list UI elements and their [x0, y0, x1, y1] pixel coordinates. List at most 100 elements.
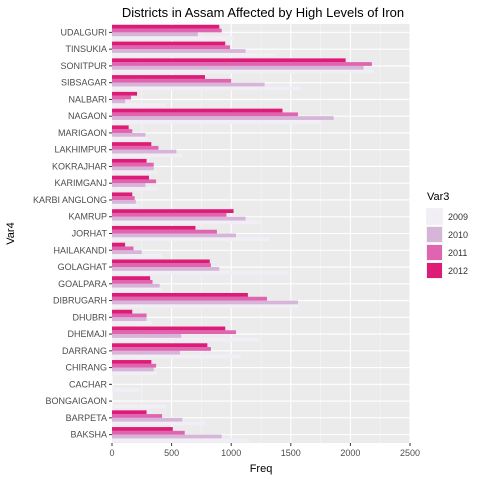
bar-udalguri-2010[interactable]: UDALGURI 2010: 720	[112, 32, 198, 37]
bar-chirang-2010[interactable]: CHIRANG 2010: 350	[112, 367, 154, 372]
bar-jorhat-2010[interactable]: JORHAT 2010: 1040	[112, 233, 236, 238]
bar-hailakandi-2011[interactable]: HAILAKANDI 2011: 180	[112, 246, 134, 251]
bar-dhubri-2010[interactable]: DHUBRI 2010: 290	[112, 317, 147, 322]
bar-karbi-anglong-2010[interactable]: KARBI ANGLONG 2010: 200	[112, 199, 136, 204]
bar-marigaon-2009[interactable]: MARIGAON 2009: 300	[112, 136, 148, 141]
bar-nagaon-2012[interactable]: NAGAON 2012: 1430	[112, 108, 283, 113]
bar-barpeta-2009[interactable]: BARPETA 2009: 780	[112, 421, 205, 426]
bar-golaghat-2010[interactable]: GOLAGHAT 2010: 900	[112, 267, 220, 271]
bar-nagaon-2010[interactable]: NAGAON 2010: 1860	[112, 116, 334, 120]
bar-darrang-2009[interactable]: DARRANG 2009: 1080	[112, 354, 241, 359]
legend-key-2010[interactable]	[427, 227, 442, 242]
bar-dhubri-2012[interactable]: DHUBRI 2012: 170	[112, 309, 133, 314]
bar-baksha-2011[interactable]: BAKSHA 2011: 610	[112, 430, 185, 435]
bar-nalbari-2012[interactable]: NALBARI 2012: 210	[112, 91, 138, 96]
bar-kamrup-2011[interactable]: KAMRUP 2011: 960	[112, 212, 227, 217]
bar-dhemaji-2010[interactable]: DHEMAJI 2010: 580	[112, 334, 182, 338]
bar-dhubri-2011[interactable]: DHUBRI 2011: 290	[112, 313, 147, 318]
bar-karimganj-2010[interactable]: KARIMGANJ 2010: 280	[112, 183, 146, 187]
bar-tinsukia-2011[interactable]: TINSUKIA 2011: 990	[112, 45, 231, 50]
bar-sonitpur-2011[interactable]: SONITPUR 2011: 2180	[112, 62, 372, 66]
bar-udalguri-2011[interactable]: UDALGURI 2011: 920	[112, 28, 222, 33]
bar-darrang-2010[interactable]: DARRANG 2010: 570	[112, 350, 180, 355]
bar-sibsagar-2010[interactable]: SIBSAGAR 2010: 1280	[112, 82, 265, 87]
bar-golaghat-2012[interactable]: GOLAGHAT 2012: 820	[112, 259, 210, 264]
bar-golaghat-2011[interactable]: GOLAGHAT 2011: 830	[112, 263, 211, 268]
bar-darrang-2012[interactable]: DARRANG 2012: 800	[112, 343, 208, 348]
y-tick-label: NAGAON	[68, 111, 107, 121]
bar-marigaon-2011[interactable]: MARIGAON 2011: 170	[112, 129, 133, 133]
legend-key-2009[interactable]	[427, 209, 442, 224]
bar-nagaon-2011[interactable]: NAGAON 2011: 1560	[112, 112, 298, 117]
legend-key-2012[interactable]	[427, 263, 442, 278]
bar-baksha-2009[interactable]: BAKSHA 2009: 1150	[112, 438, 250, 443]
bar-nalbari-2009[interactable]: NALBARI 2009: 450	[112, 103, 166, 107]
bar-karimganj-2012[interactable]: KARIMGANJ 2012: 310	[112, 175, 149, 180]
bar-jorhat-2011[interactable]: JORHAT 2011: 880	[112, 229, 217, 234]
bar-goalpara-2010[interactable]: GOALPARA 2010: 400	[112, 283, 160, 288]
bar-baksha-2010[interactable]: BAKSHA 2010: 920	[112, 434, 222, 439]
bar-jorhat-2012[interactable]: JORHAT 2012: 700	[112, 225, 196, 230]
bar-bongaigaon-2009[interactable]: BONGAIGAON 2009: 460	[112, 404, 167, 409]
bar-darrang-2011[interactable]: DARRANG 2011: 830	[112, 347, 211, 351]
bar-tinsukia-2009[interactable]: TINSUKIA 2009: 1380	[112, 52, 277, 57]
bar-marigaon-2012[interactable]: MARIGAON 2012: 140	[112, 125, 129, 130]
bar-nagaon-2009[interactable]: NAGAON 2009: 1760	[112, 119, 322, 124]
bar-dibrugarh-2009[interactable]: DIBRUGARH 2009: 1570	[112, 304, 300, 309]
bar-karbi-anglong-2012[interactable]: KARBI ANGLONG 2012: 170	[112, 192, 133, 197]
bar-dhemaji-2011[interactable]: DHEMAJI 2011: 1040	[112, 330, 236, 335]
bar-chirang-2012[interactable]: CHIRANG 2012: 330	[112, 360, 152, 364]
bar-dhubri-2009[interactable]: DHUBRI 2009: 340	[112, 321, 153, 325]
bar-lakhimpur-2009[interactable]: LAKHIMPUR 2009: 590	[112, 153, 183, 158]
bar-kamrup-2009[interactable]: KAMRUP 2009: 1260	[112, 220, 263, 225]
bar-barpeta-2010[interactable]: BARPETA 2010: 590	[112, 417, 183, 422]
bar-baksha-2012[interactable]: BAKSHA 2012: 510	[112, 427, 173, 431]
legend-key-2011[interactable]	[427, 245, 442, 260]
bar-nalbari-2011[interactable]: NALBARI 2011: 160	[112, 95, 132, 100]
bar-jorhat-2009[interactable]: JORHAT 2009: 1320	[112, 237, 270, 242]
bar-kokrajhar-2009[interactable]: KOKRAJHAR 2009: 380	[112, 170, 158, 175]
bar-karbi-anglong-2011[interactable]: KARBI ANGLONG 2011: 190	[112, 196, 135, 200]
bar-kokrajhar-2011[interactable]: KOKRAJHAR 2011: 350	[112, 162, 154, 167]
bar-sonitpur-2010[interactable]: SONITPUR 2010: 2110	[112, 65, 364, 70]
bar-sibsagar-2011[interactable]: SIBSAGAR 2011: 1000	[112, 78, 232, 83]
bar-dibrugarh-2012[interactable]: DIBRUGARH 2012: 1140	[112, 292, 248, 297]
bar-karimganj-2009[interactable]: KARIMGANJ 2009: 380	[112, 186, 158, 191]
bar-lakhimpur-2010[interactable]: LAKHIMPUR 2010: 540	[112, 149, 177, 154]
bar-hailakandi-2009[interactable]: HAILAKANDI 2009: 420	[112, 254, 163, 258]
bar-marigaon-2010[interactable]: MARIGAON 2010: 280	[112, 132, 146, 137]
bar-karimganj-2011[interactable]: KARIMGANJ 2011: 370	[112, 179, 157, 184]
bar-goalpara-2011[interactable]: GOALPARA 2011: 340	[112, 280, 153, 284]
bar-dibrugarh-2010[interactable]: DIBRUGARH 2010: 1560	[112, 300, 298, 305]
bar-chirang-2011[interactable]: CHIRANG 2011: 370	[112, 363, 157, 368]
bar-lakhimpur-2012[interactable]: LAKHIMPUR 2012: 330	[112, 142, 152, 146]
bar-chirang-2009[interactable]: CHIRANG 2009: 380	[112, 371, 158, 376]
bar-hailakandi-2010[interactable]: HAILAKANDI 2010: 250	[112, 250, 142, 255]
bar-sibsagar-2009[interactable]: SIBSAGAR 2009: 1580	[112, 86, 301, 91]
bar-nalbari-2010[interactable]: NALBARI 2010: 110	[112, 99, 126, 104]
bar-kokrajhar-2010[interactable]: KOKRAJHAR 2010: 350	[112, 166, 154, 171]
bar-kokrajhar-2012[interactable]: KOKRAJHAR 2012: 290	[112, 158, 147, 163]
bar-karbi-anglong-2009[interactable]: KARBI ANGLONG 2009: 230	[112, 203, 140, 208]
bar-hailakandi-2012[interactable]: HAILAKANDI 2012: 110	[112, 242, 126, 247]
bar-dhemaji-2012[interactable]: DHEMAJI 2012: 950	[112, 326, 226, 331]
bar-udalguri-2012[interactable]: UDALGURI 2012: 900	[112, 24, 220, 29]
bar-dibrugarh-2011[interactable]: DIBRUGARH 2011: 1300	[112, 296, 267, 301]
bar-tinsukia-2012[interactable]: TINSUKIA 2012: 950	[112, 41, 226, 46]
bar-goalpara-2009[interactable]: GOALPARA 2009: 420	[112, 287, 163, 292]
bar-golaghat-2009[interactable]: GOLAGHAT 2009: 1480	[112, 270, 289, 275]
bar-cachar-2009[interactable]: CACHAR 2009: 230	[112, 388, 140, 392]
bar-sibsagar-2012[interactable]: SIBSAGAR 2012: 780	[112, 75, 205, 79]
bar-goalpara-2012[interactable]: GOALPARA 2012: 320	[112, 276, 151, 281]
bar-sonitpur-2009[interactable]: SONITPUR 2009: 2200	[112, 69, 375, 74]
bar-sonitpur-2012[interactable]: SONITPUR 2012: 1960	[112, 58, 346, 63]
bar-dhemaji-2009[interactable]: DHEMAJI 2009: 1240	[112, 337, 260, 342]
bar-lakhimpur-2011[interactable]: LAKHIMPUR 2011: 390	[112, 145, 159, 150]
bar-barpeta-2011[interactable]: BARPETA 2011: 420	[112, 414, 163, 418]
bar-barpeta-2012[interactable]: BARPETA 2012: 290	[112, 410, 147, 415]
